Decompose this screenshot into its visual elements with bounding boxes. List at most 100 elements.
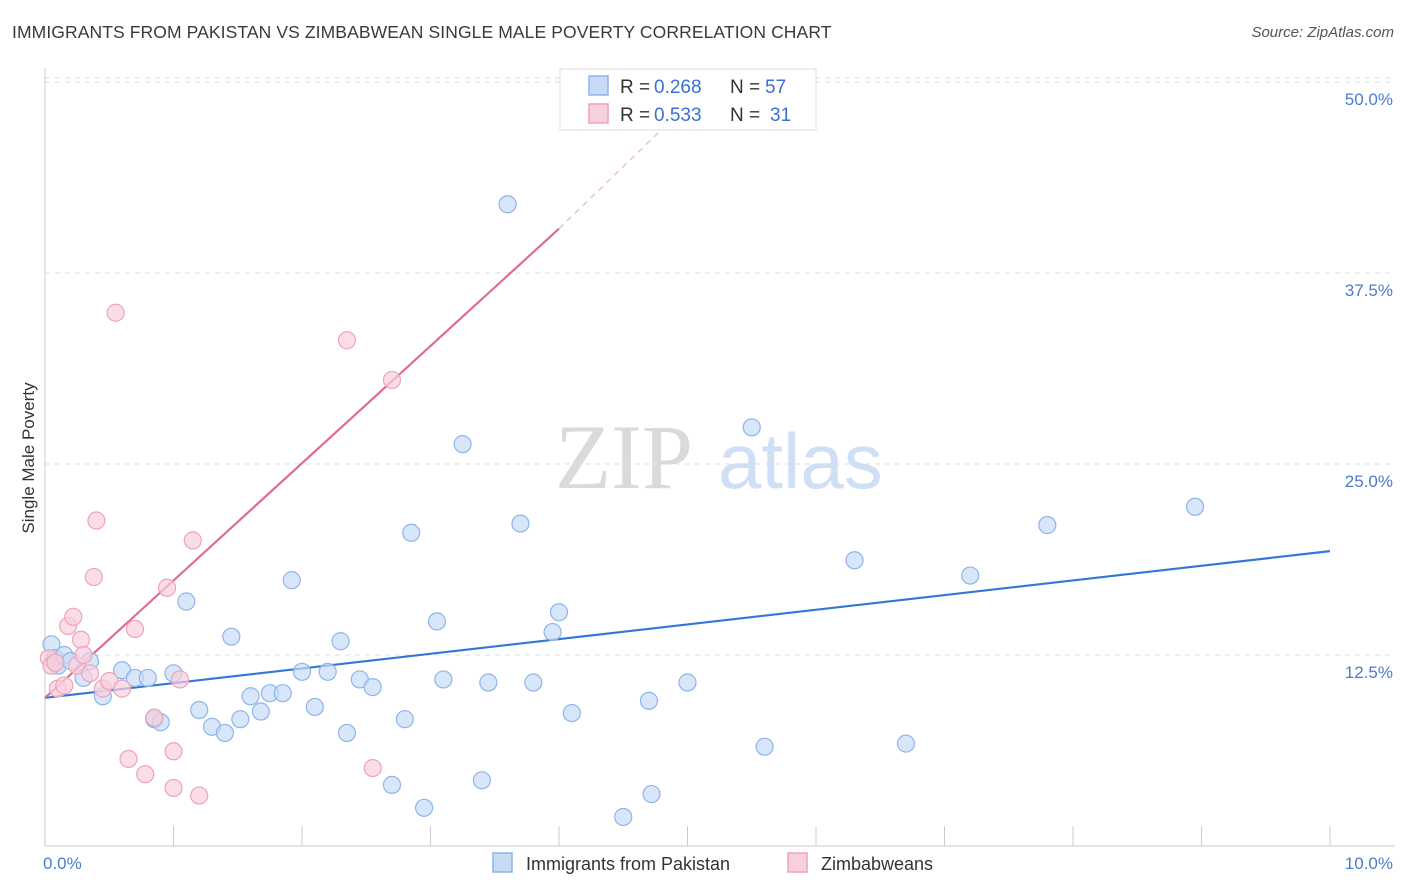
y-tick-label-2: 37.5% — [1345, 281, 1393, 300]
zimbabwean-point-19 — [136, 765, 155, 784]
zimbabwean-point-9 — [74, 645, 93, 665]
zimbabwean-point-29 — [382, 370, 402, 390]
pakistan-point-32 — [382, 775, 402, 794]
pakistan-point-44 — [543, 622, 562, 642]
legend-swatch-blue — [588, 75, 609, 96]
x-tick-label-1: 10.0% — [1345, 854, 1393, 873]
bottom-legend-swatch-zimbabweans — [787, 852, 808, 873]
zimbabwean-point-27 — [337, 331, 357, 350]
pakistan-point-55 — [961, 566, 980, 585]
zimbabwean-point-11 — [84, 567, 103, 587]
pakistan-point-51 — [742, 418, 761, 437]
zimbabwean-point-15 — [106, 303, 125, 322]
zimbabwean-point-4 — [55, 676, 74, 695]
pakistan-point-48 — [639, 691, 659, 710]
chart-title: IMMIGRANTS FROM PAKISTAN VS ZIMBABWEAN S… — [12, 22, 832, 42]
pakistan-point-57 — [1185, 497, 1205, 516]
pakistan-point-37 — [434, 670, 453, 689]
legend-n-value-pink: 31 — [770, 105, 791, 126]
watermark-zip: ZIP — [555, 406, 693, 508]
bottom-legend-label-pakistan: Immigrants from Pakistan — [526, 854, 730, 874]
axes — [44, 68, 1395, 847]
legend-r-label-pink: R = — [620, 105, 650, 126]
pakistan-point-56 — [1038, 516, 1057, 535]
legend-n-label-blue: N = — [730, 77, 760, 98]
pakistan-point-25 — [292, 662, 312, 681]
y-tick-labels: 12.5% 25.0% 37.5% 50.0% — [1345, 90, 1393, 682]
zimbabwean-point-10 — [80, 664, 100, 683]
pakistan-point-46 — [562, 703, 581, 723]
pakistan-point-40 — [479, 673, 498, 692]
grid — [45, 77, 1395, 656]
zimbabwean-point-23 — [164, 778, 183, 798]
y-tick-label-1: 25.0% — [1345, 472, 1393, 491]
pakistan-point-31 — [363, 677, 382, 697]
data-points — [39, 80, 1205, 827]
pakistan-point-53 — [845, 551, 864, 570]
pakistan-point-45 — [549, 603, 569, 622]
legend-n-label-pink: N = — [730, 105, 760, 126]
pakistan-point-52 — [755, 737, 774, 756]
y-tick-label-3: 50.0% — [1345, 90, 1393, 109]
pakistan-point-24 — [282, 571, 301, 590]
zimbabwean-point-2 — [46, 653, 65, 672]
pakistan-point-47 — [614, 807, 633, 827]
legend-r-label-blue: R = — [620, 77, 650, 98]
bottom-legend-swatch-pakistan — [492, 852, 513, 873]
zimbabwean-point-24 — [170, 670, 190, 689]
y-tick-label-0: 12.5% — [1345, 663, 1393, 682]
pakistan-point-26 — [305, 697, 324, 717]
pakistan-point-20 — [241, 687, 260, 706]
pakistan-point-39 — [472, 771, 491, 790]
legend-swatch-pink — [588, 103, 609, 124]
zimbabwean-trend-line — [44, 227, 560, 699]
legend-r-value-blue: 0.268 — [654, 77, 702, 98]
bottom-legend: Immigrants from Pakistan Zimbabweans — [492, 852, 933, 874]
zimbabwean-point-20 — [145, 708, 164, 727]
x-tick-label-0: 0.0% — [43, 854, 82, 873]
y-axis-title: Single Male Poverty — [19, 382, 38, 534]
pakistan-point-17 — [215, 723, 234, 743]
watermark-atlas: atlas — [718, 417, 883, 505]
zimbabwean-trend-extension — [558, 128, 663, 230]
zimbabwean-point-16 — [112, 679, 132, 698]
pakistan-point-18 — [222, 627, 241, 646]
legend-n-value-blue: 57 — [765, 77, 786, 98]
zimbabwean-point-18 — [125, 619, 145, 639]
pakistan-point-41 — [498, 195, 517, 214]
pakistan-point-49 — [642, 784, 661, 804]
zimbabwean-point-6 — [64, 607, 83, 626]
zimbabwean-point-25 — [183, 531, 202, 550]
zimbabwean-point-21 — [157, 578, 177, 597]
pakistan-point-23 — [273, 684, 292, 703]
zimbabwean-point-12 — [87, 511, 106, 530]
pakistan-point-10 — [138, 668, 157, 688]
legend-box: R = 0.268 N = 57 R = 0.533 N = 31 — [559, 68, 817, 131]
pakistan-point-14 — [177, 592, 196, 611]
pakistan-point-28 — [331, 632, 350, 651]
pakistan-trend-line — [44, 550, 1331, 699]
watermark: ZIP atlas — [555, 406, 883, 508]
pakistan-point-35 — [414, 798, 434, 817]
pakistan-point-42 — [511, 514, 530, 533]
zimbabwean-point-17 — [119, 749, 138, 769]
pakistan-point-21 — [251, 702, 270, 721]
pakistan-point-36 — [427, 612, 447, 631]
legend-r-value-pink: 0.533 — [654, 105, 702, 126]
zimbabwean-point-22 — [164, 742, 183, 761]
pakistan-point-33 — [395, 710, 414, 729]
zimbabwean-point-26 — [190, 786, 209, 805]
pakistan-point-27 — [318, 662, 337, 681]
source-label: Source: ZipAtlas.com — [1251, 24, 1394, 41]
zimbabwean-point-28 — [363, 758, 382, 778]
pakistan-point-29 — [337, 723, 357, 743]
zimbabwean-point-8 — [71, 630, 91, 649]
pakistan-point-19 — [231, 710, 250, 729]
pakistan-point-15 — [190, 700, 209, 720]
pakistan-point-43 — [524, 673, 543, 692]
pakistan-point-54 — [896, 734, 916, 753]
x-tick-labels: 0.0% 10.0% — [43, 854, 1393, 873]
pakistan-point-38 — [453, 435, 472, 454]
bottom-legend-label-zimbabweans: Zimbabweans — [821, 854, 933, 874]
